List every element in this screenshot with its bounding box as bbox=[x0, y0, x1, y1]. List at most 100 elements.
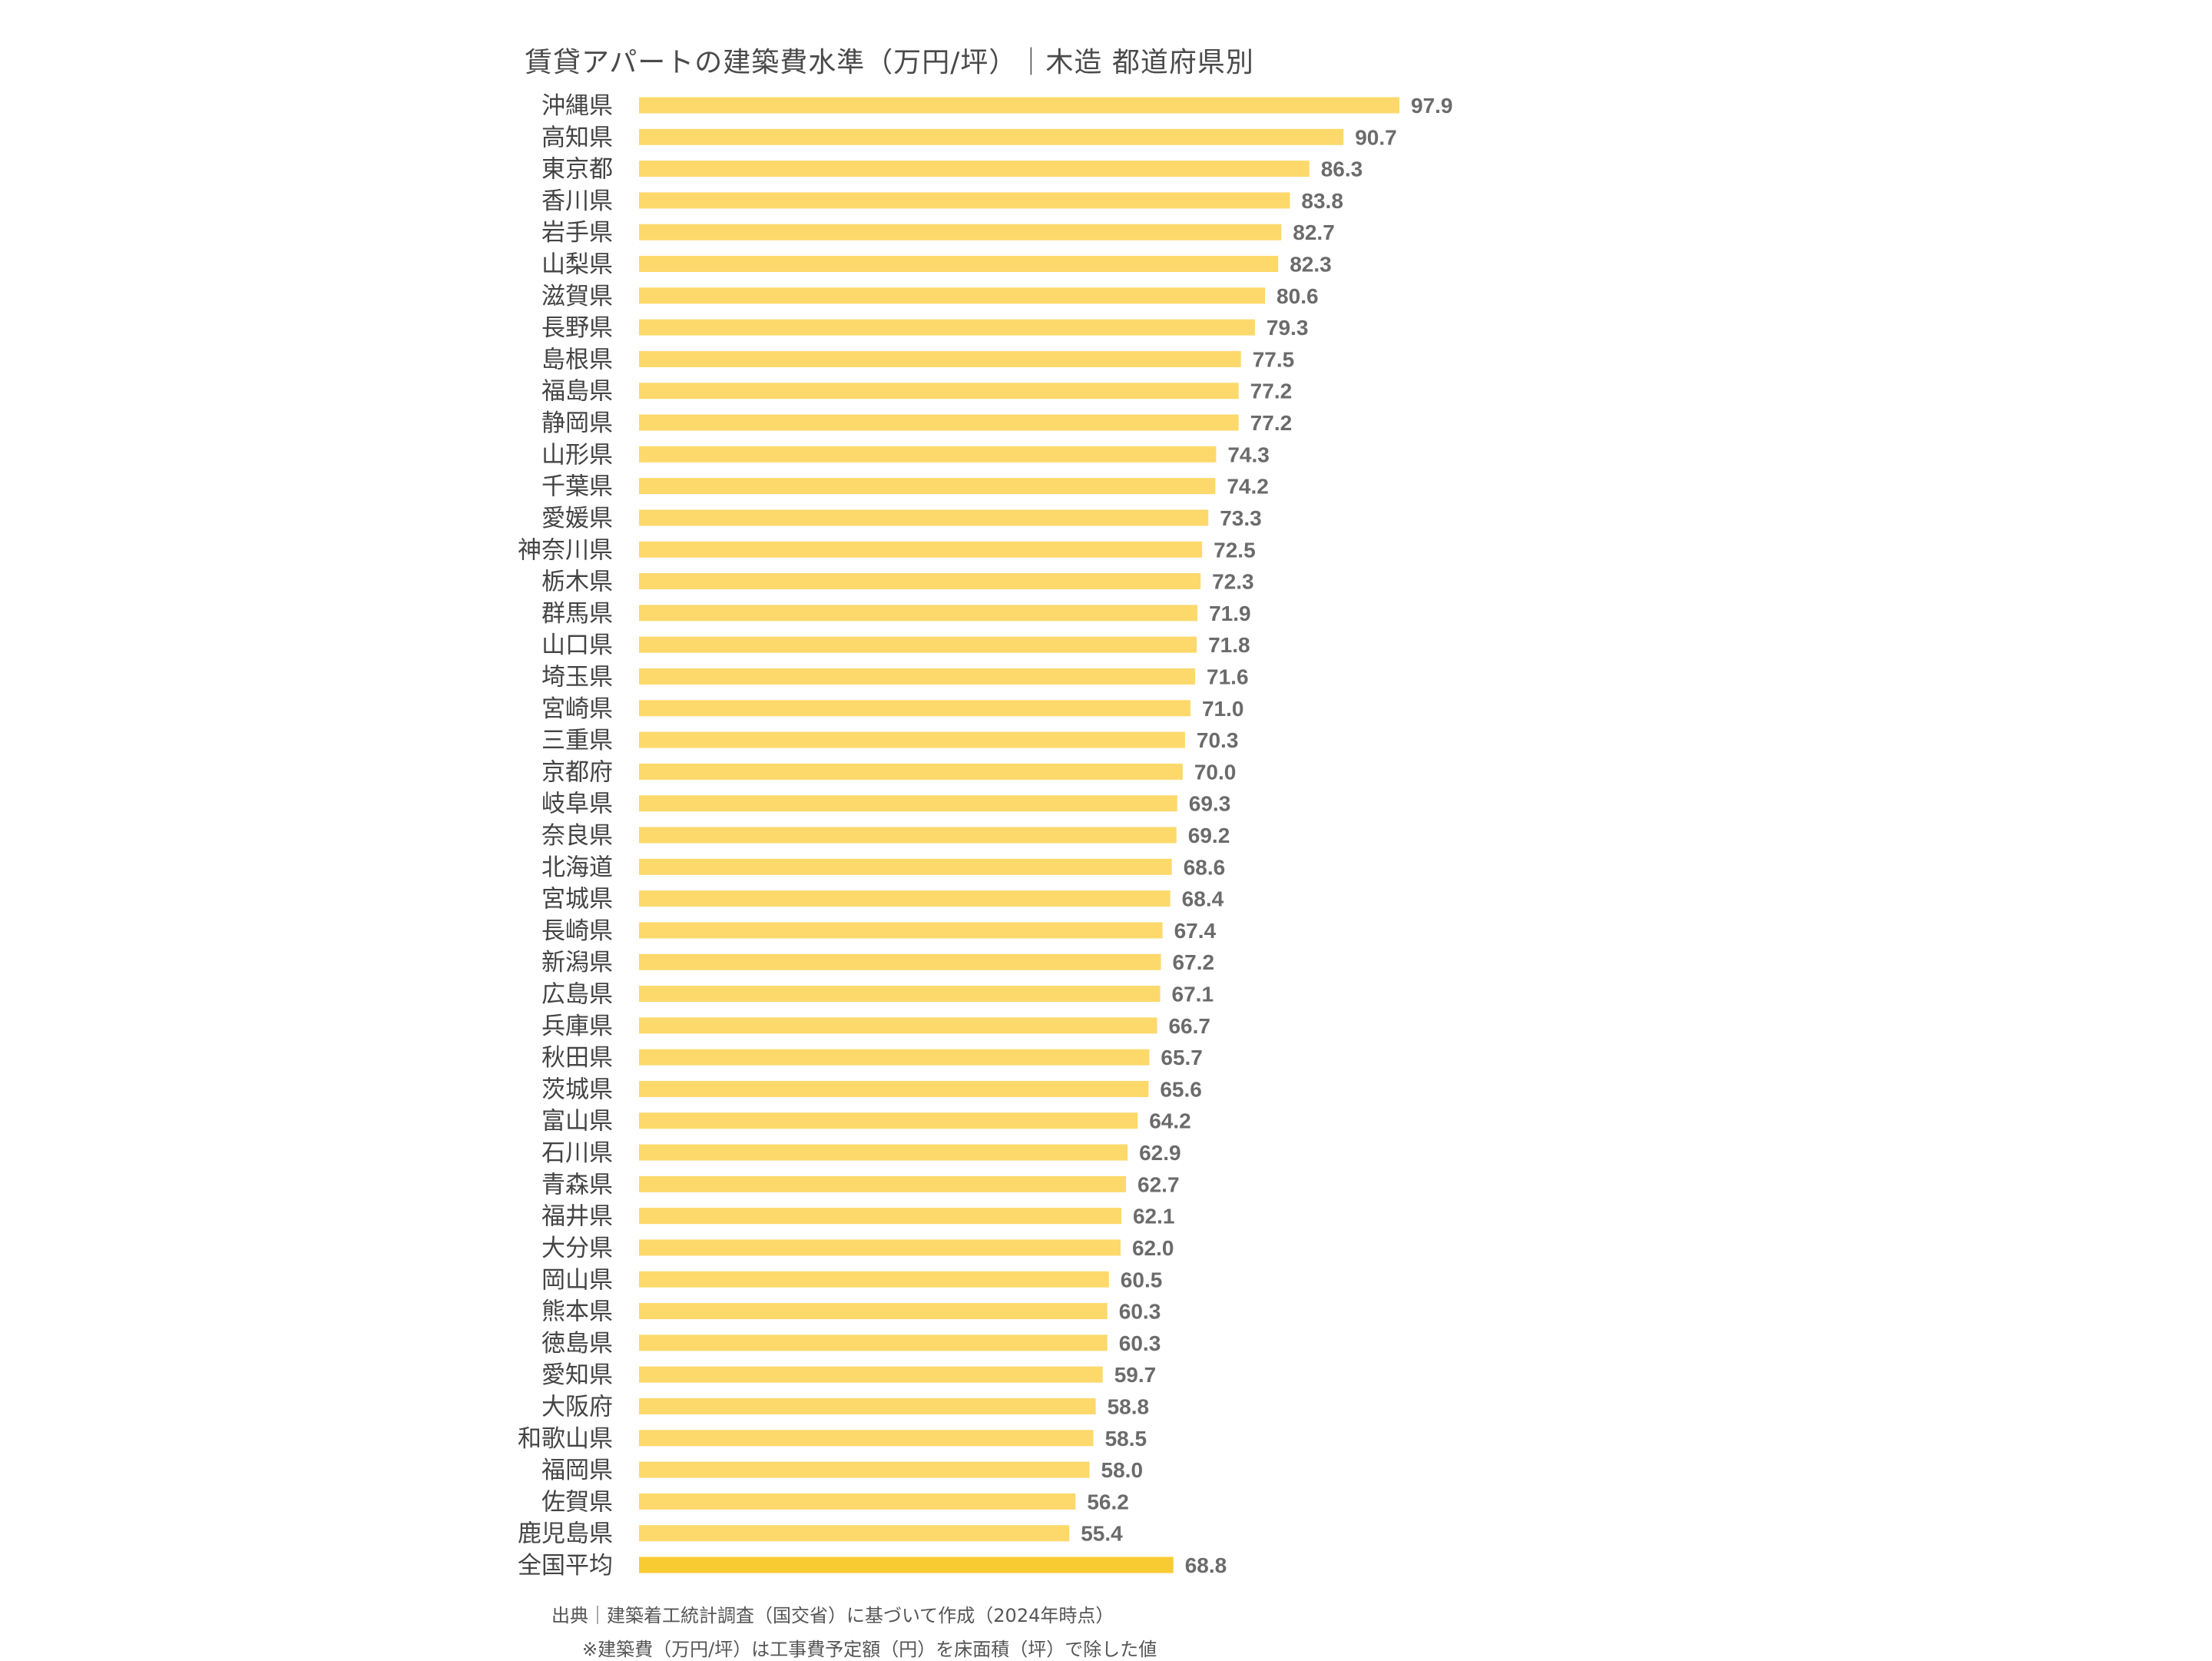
category-label: 新潟県 bbox=[541, 949, 613, 976]
bar bbox=[639, 1080, 1149, 1097]
bar bbox=[639, 636, 1197, 653]
category-label: 埼玉県 bbox=[541, 663, 613, 691]
value-label: 74.2 bbox=[1227, 475, 1269, 499]
category-label: 群馬県 bbox=[541, 600, 613, 628]
value-label: 77.2 bbox=[1250, 411, 1293, 435]
value-label: 60.3 bbox=[1119, 1331, 1161, 1355]
category-label: 東京都 bbox=[541, 156, 613, 184]
category-label: 山形県 bbox=[541, 441, 613, 469]
source-note: 出典｜建築着工統計調査（国交省）に基づいて作成（2024年時点） bbox=[551, 1605, 1114, 1626]
bar bbox=[639, 256, 1279, 273]
category-label: 岩手県 bbox=[541, 219, 613, 247]
value-label: 67.4 bbox=[1174, 919, 1217, 943]
value-label: 62.7 bbox=[1137, 1172, 1180, 1196]
value-label: 71.0 bbox=[1202, 697, 1244, 721]
category-label: 広島県 bbox=[541, 981, 613, 1009]
bar bbox=[639, 1271, 1109, 1288]
bar bbox=[639, 1461, 1090, 1478]
bar bbox=[639, 1525, 1070, 1542]
category-label: 沖縄県 bbox=[541, 92, 613, 120]
value-label: 77.2 bbox=[1250, 380, 1293, 403]
category-label: 島根県 bbox=[541, 346, 613, 373]
bar bbox=[639, 319, 1255, 336]
bar bbox=[639, 668, 1196, 685]
category-label: 宮城県 bbox=[541, 886, 613, 913]
category-label: 大分県 bbox=[541, 1235, 613, 1262]
value-label: 66.7 bbox=[1168, 1014, 1210, 1038]
value-label: 58.0 bbox=[1101, 1458, 1144, 1482]
category-label: 青森県 bbox=[541, 1171, 613, 1199]
value-label: 86.3 bbox=[1321, 157, 1363, 181]
value-label: 69.2 bbox=[1188, 824, 1230, 847]
value-label: 82.3 bbox=[1290, 253, 1332, 277]
category-label: 熊本県 bbox=[541, 1298, 613, 1326]
category-label: 栃木県 bbox=[541, 569, 613, 596]
bar bbox=[639, 827, 1177, 844]
category-label: 兵庫県 bbox=[541, 1013, 613, 1040]
category-label: 奈良県 bbox=[541, 822, 613, 850]
category-label: 秋田県 bbox=[541, 1044, 613, 1072]
bar bbox=[639, 1239, 1121, 1256]
category-label: 佐賀県 bbox=[541, 1488, 613, 1516]
category-label: 福岡県 bbox=[541, 1457, 613, 1484]
category-label: 香川県 bbox=[541, 187, 613, 215]
bar bbox=[639, 1366, 1103, 1383]
bar bbox=[639, 287, 1266, 304]
bar bbox=[639, 953, 1161, 970]
category-label: 宮崎県 bbox=[541, 695, 613, 723]
category-label: 福島県 bbox=[541, 378, 613, 406]
value-label: 71.9 bbox=[1209, 602, 1251, 625]
value-label: 67.1 bbox=[1172, 983, 1214, 1006]
category-label: 茨城県 bbox=[541, 1076, 613, 1103]
category-label: 福井県 bbox=[541, 1203, 613, 1231]
bar bbox=[639, 414, 1239, 431]
value-label: 72.3 bbox=[1212, 570, 1254, 594]
bar bbox=[639, 97, 1399, 114]
bar bbox=[639, 128, 1344, 145]
chart-title: 賃貸アパートの建築費水準（万円/坪）｜木造 都道府県別 bbox=[525, 47, 1254, 78]
bar bbox=[639, 795, 1177, 812]
bar bbox=[639, 509, 1209, 526]
bar bbox=[639, 731, 1185, 748]
category-label: 長崎県 bbox=[541, 917, 613, 945]
footnote: ※建築費（万円/坪）は工事費予定額（円）を床面積（坪）で除した値 bbox=[582, 1639, 1157, 1660]
value-label: 74.3 bbox=[1227, 443, 1270, 466]
value-label: 55.4 bbox=[1081, 1522, 1123, 1546]
bar bbox=[639, 161, 1310, 177]
value-label: 65.6 bbox=[1160, 1077, 1202, 1101]
bar-national-average bbox=[639, 1557, 1174, 1573]
value-label: 73.3 bbox=[1220, 506, 1262, 530]
bar bbox=[639, 1334, 1108, 1351]
value-label: 64.2 bbox=[1149, 1109, 1191, 1133]
value-label: 97.9 bbox=[1411, 94, 1453, 118]
value-label: 67.2 bbox=[1173, 950, 1215, 974]
bar bbox=[639, 383, 1239, 400]
category-label: 富山県 bbox=[541, 1108, 613, 1136]
bar bbox=[639, 1430, 1094, 1447]
bar bbox=[639, 541, 1203, 558]
value-label: 62.0 bbox=[1132, 1236, 1174, 1260]
bar bbox=[639, 763, 1183, 780]
value-label: 60.3 bbox=[1119, 1300, 1161, 1324]
value-label: 59.7 bbox=[1114, 1363, 1157, 1387]
value-label: 69.3 bbox=[1189, 792, 1231, 816]
value-label: 68.4 bbox=[1182, 887, 1224, 911]
category-label: 全国平均 bbox=[518, 1552, 613, 1580]
bar bbox=[639, 1397, 1096, 1414]
bar bbox=[639, 224, 1282, 240]
value-label: 72.5 bbox=[1214, 538, 1256, 562]
category-label: 石川県 bbox=[541, 1139, 613, 1167]
category-label: 愛知県 bbox=[541, 1361, 613, 1389]
category-label: 和歌山県 bbox=[518, 1425, 613, 1453]
value-label: 90.7 bbox=[1355, 125, 1397, 149]
value-label: 68.6 bbox=[1184, 855, 1226, 879]
category-label: 三重県 bbox=[541, 727, 613, 754]
bar bbox=[639, 986, 1161, 1003]
value-label: 62.1 bbox=[1133, 1205, 1175, 1228]
bar bbox=[639, 858, 1172, 875]
bar bbox=[639, 700, 1190, 717]
category-label: 愛媛県 bbox=[541, 505, 613, 532]
category-label: 大阪府 bbox=[541, 1393, 613, 1421]
category-label: 岐阜県 bbox=[541, 791, 613, 818]
category-label: 京都府 bbox=[541, 758, 613, 786]
